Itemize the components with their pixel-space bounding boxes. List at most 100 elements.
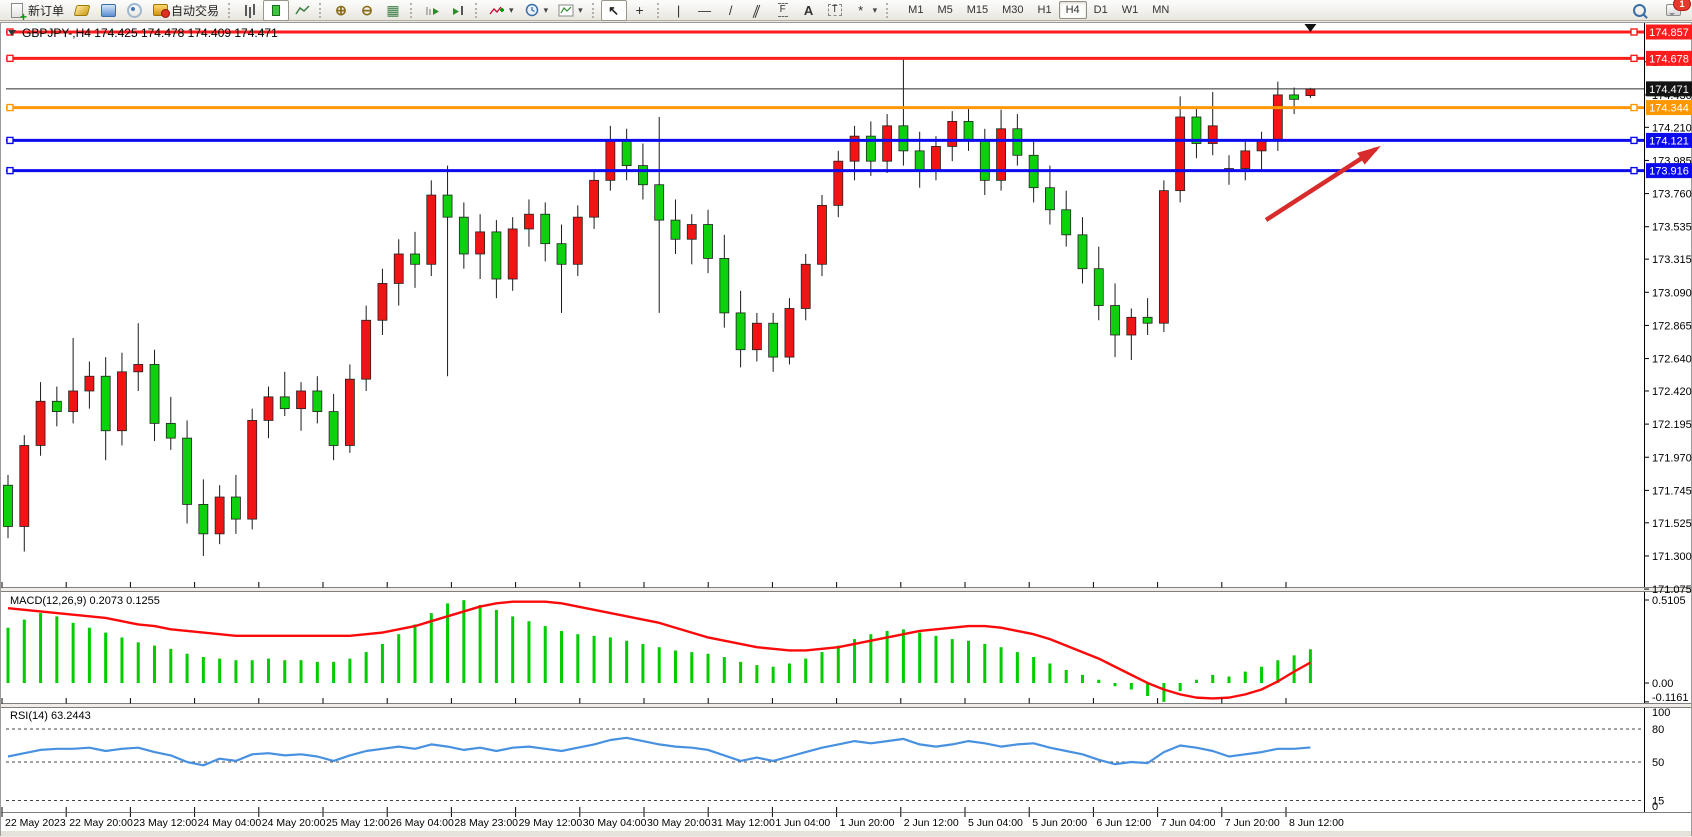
community-icon xyxy=(100,2,116,18)
indicators-button[interactable]: ▾ xyxy=(484,0,519,21)
text-label-tool-button[interactable]: T xyxy=(822,0,848,21)
candle-down xyxy=(410,253,420,265)
tile-windows-button[interactable]: ▦ xyxy=(380,0,406,21)
templates-button[interactable]: ▾ xyxy=(553,0,588,21)
cursor-tool-button[interactable]: ↖ xyxy=(600,0,627,21)
candle-down xyxy=(491,231,502,280)
candle-down xyxy=(865,135,876,162)
auto-scroll-icon xyxy=(424,2,440,18)
rsi-scale-label: 80 xyxy=(1652,724,1664,736)
price-badge-label: 174.471 xyxy=(1649,84,1689,96)
candle-up xyxy=(35,400,46,446)
zoom-in-button[interactable]: ⊕ xyxy=(328,0,354,21)
periods-button[interactable]: ▾ xyxy=(519,0,554,21)
price-tick-label: 171.970 xyxy=(1652,452,1692,464)
timeframe-button-m30[interactable]: M30 xyxy=(1002,4,1024,16)
search-button[interactable] xyxy=(1626,0,1652,21)
timeframe-button-d1[interactable]: D1 xyxy=(1093,4,1108,16)
trend-arrow[interactable] xyxy=(1264,147,1378,222)
candle-down xyxy=(1289,94,1300,100)
price-tick-label: 171.525 xyxy=(1652,518,1692,530)
timeframe-button-m5[interactable]: M5 xyxy=(937,4,953,16)
line-handle[interactable] xyxy=(1630,166,1638,175)
line-handle[interactable] xyxy=(6,166,14,175)
chart-title: GBPJPY-,H4 174.425 174.478 174.409 174.4… xyxy=(22,26,278,40)
line-handle[interactable] xyxy=(1630,54,1638,63)
macd-label: MACD(12,26,9) 0.2073 0.1255 xyxy=(10,595,160,607)
text-tool-button[interactable]: A xyxy=(796,0,822,21)
search-icon xyxy=(1631,2,1647,18)
timeframe-button-mn[interactable]: MN xyxy=(1152,4,1170,16)
broadcast-icon xyxy=(126,2,142,18)
candle-up xyxy=(1207,125,1218,144)
arrows-tool-button[interactable]: * ▾ xyxy=(848,0,883,21)
zoom-out-icon: ⊖ xyxy=(361,2,373,18)
crosshair-tool-button[interactable]: + xyxy=(627,0,653,21)
price-tick-label: 172.195 xyxy=(1652,419,1692,431)
candle-up xyxy=(1158,190,1169,324)
timeframe-button-h4[interactable]: H4 xyxy=(1058,1,1087,19)
candle-up xyxy=(344,378,355,446)
candle-up xyxy=(393,253,404,284)
vertical-line-icon: | xyxy=(676,2,681,18)
time-label: 7 Jun 20:00 xyxy=(1225,817,1280,829)
signals-button[interactable] xyxy=(121,0,147,21)
time-label: 5 Jun 20:00 xyxy=(1032,817,1087,829)
timeframe-button-m1[interactable]: M1 xyxy=(908,4,924,16)
chart-shift-button[interactable] xyxy=(445,0,471,21)
candle-up xyxy=(800,263,811,309)
line-handle[interactable] xyxy=(6,136,14,145)
candle-up xyxy=(68,390,79,412)
timeframe-button-m15[interactable]: M15 xyxy=(966,4,989,16)
fibonacci-icon: F xyxy=(777,3,788,17)
vertical-line-tool-button[interactable]: | xyxy=(666,0,692,21)
candle-up xyxy=(572,216,583,265)
candle-up xyxy=(882,125,893,162)
price-tick-label: 172.420 xyxy=(1652,386,1692,398)
line-chart-button[interactable] xyxy=(289,0,315,21)
timeframe-button-w1[interactable]: W1 xyxy=(1121,4,1139,16)
candle-down xyxy=(914,150,925,171)
zoom-out-button[interactable]: ⊖ xyxy=(354,0,380,21)
time-label: 31 May 12:00 xyxy=(711,817,775,829)
panel-splitter[interactable] xyxy=(1,587,1691,592)
line-chart-icon xyxy=(294,2,310,18)
trendline-tool-button[interactable]: / xyxy=(718,0,744,21)
line-handle[interactable] xyxy=(1630,103,1638,112)
candle-up xyxy=(1256,140,1267,152)
fibonacci-tool-button[interactable]: F xyxy=(770,0,796,21)
community-button[interactable] xyxy=(95,0,121,21)
timeframe-button-h1[interactable]: H1 xyxy=(1037,4,1052,16)
new-order-button[interactable]: 新订单 xyxy=(4,0,69,23)
candlestick-chart-button[interactable] xyxy=(263,0,290,21)
toolbar-grip xyxy=(656,2,662,18)
auto-scroll-button[interactable] xyxy=(419,0,445,21)
candle-up xyxy=(247,420,258,520)
arrows-icon: * xyxy=(858,2,864,18)
price-scale[interactable] xyxy=(1645,23,1691,812)
candle-down xyxy=(1191,116,1202,144)
autotrading-button[interactable]: 自动交易 xyxy=(147,0,224,21)
candle-down xyxy=(556,243,567,265)
window-bottom-strip xyxy=(1,831,1691,836)
time-scale[interactable] xyxy=(1,813,1691,831)
line-handle[interactable] xyxy=(6,103,14,112)
chart-collapse-icon[interactable] xyxy=(8,30,16,36)
autotrading-label: 自动交易 xyxy=(171,3,220,18)
price-tick-label: 173.315 xyxy=(1652,254,1692,266)
candle-up xyxy=(817,204,827,265)
chart-background[interactable] xyxy=(0,22,1692,833)
panel-splitter[interactable] xyxy=(1,703,1691,708)
line-handle[interactable] xyxy=(1630,28,1638,36)
autotrading-icon xyxy=(152,2,170,18)
candle-up xyxy=(377,283,388,321)
candle-up xyxy=(686,224,697,240)
macd-scale-label: 0.00 xyxy=(1652,678,1673,690)
line-handle[interactable] xyxy=(1630,136,1638,145)
notifications-button[interactable]: 1 xyxy=(1660,0,1691,21)
line-handle[interactable] xyxy=(6,54,14,63)
toolbar-grip xyxy=(228,2,233,18)
bar-chart-button[interactable] xyxy=(237,0,263,21)
horizontal-line-tool-button[interactable]: — xyxy=(692,0,718,21)
